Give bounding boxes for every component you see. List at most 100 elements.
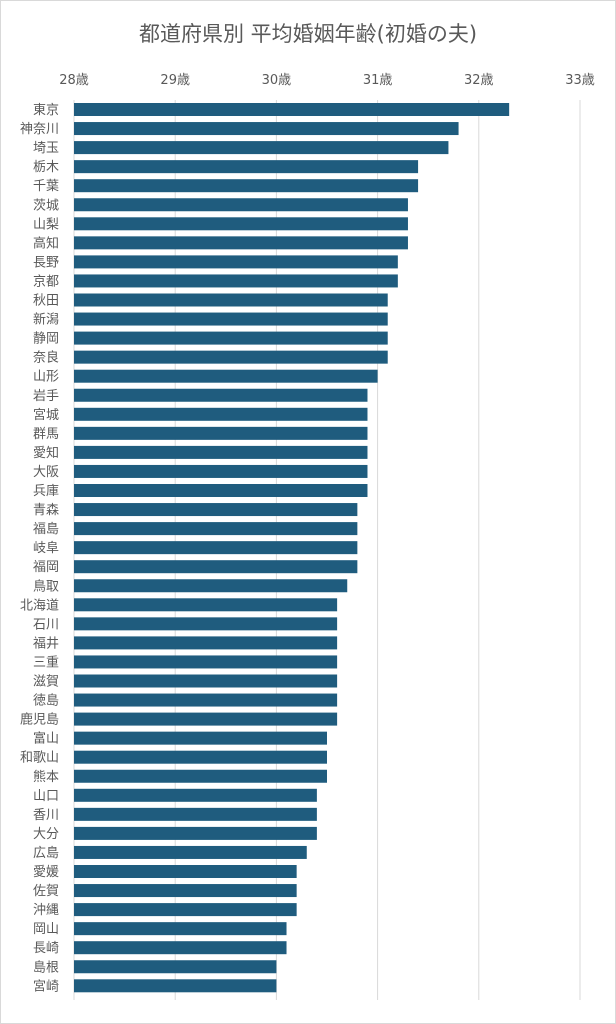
x-tick-label: 30歳 [262,73,292,88]
category-label: 和歌山 [20,751,59,766]
bar [74,541,358,555]
bar [74,274,398,288]
bar [74,617,338,631]
bar [74,312,388,326]
bar [74,960,277,974]
bar [74,236,408,250]
category-label: 愛知 [33,445,59,461]
category-label: 長崎 [33,941,59,956]
bar [74,503,358,517]
bar [74,122,459,136]
category-label: 大阪 [33,465,59,480]
bar [74,636,338,650]
bar [74,598,338,612]
bar [74,369,378,383]
bar [74,331,388,345]
x-tick-label: 31歳 [363,73,393,88]
category-label: 広島 [33,846,59,861]
bar [74,788,317,802]
bar [74,388,368,402]
x-tick-label: 32歳 [464,73,494,88]
category-label: 山形 [33,370,59,385]
category-label: 富山 [33,731,59,747]
bar [74,826,317,840]
category-label: 兵庫 [33,484,59,499]
category-label: 岡山 [33,922,59,937]
category-label: 岐阜 [33,540,59,556]
bar [74,979,277,993]
bar [74,179,419,193]
bar [74,160,419,174]
category-label: 沖縄 [33,903,59,918]
category-label: 福井 [33,636,59,651]
bar [74,141,449,155]
category-label: 北海道 [20,598,59,613]
category-label: 長野 [33,255,59,270]
bar [74,350,388,364]
x-tick-labels: 28歳 29歳 30歳 31歳 32歳 33歳 [59,73,595,88]
bar [74,426,368,440]
category-label: 埼玉 [33,141,59,156]
bar [74,731,327,745]
bar [74,693,338,707]
category-label: 香川 [33,808,59,823]
category-label: 滋賀 [33,675,59,690]
bar [74,865,297,878]
category-labels: 東京神奈川埼玉栃木千葉茨城山梨高知長野京都秋田新潟静岡奈良山形岩手宮城群馬愛知大… [20,102,59,994]
category-label: 佐賀 [33,884,59,899]
category-label: 宮崎 [33,978,59,994]
bar [74,655,338,669]
bar [74,522,358,536]
category-label: 石川 [33,617,59,632]
category-label: 福岡 [33,560,59,575]
category-label: 千葉 [33,179,59,194]
chart-title: 都道府県別 平均婚姻年齢(初婚の夫) [138,22,478,46]
category-label: 茨城 [33,198,59,213]
x-tick-label: 33歳 [565,73,595,88]
category-label: 岩手 [33,389,59,404]
category-label: 群馬 [33,427,59,442]
bar [74,217,408,231]
category-label: 愛媛 [33,865,59,880]
x-tick-label: 29歳 [160,73,190,88]
category-label: 奈良 [33,350,59,366]
bar [74,712,338,726]
category-label: 新潟 [33,312,59,328]
bar [74,922,287,936]
category-label: 静岡 [33,332,59,347]
category-label: 三重 [33,654,59,670]
category-label: 大分 [33,827,59,842]
bar [74,560,358,574]
bar [74,807,317,821]
category-label: 熊本 [33,769,59,785]
category-label: 青森 [33,503,59,518]
bar [74,103,510,116]
x-tick-label: 28歳 [59,73,89,88]
bar [74,674,338,688]
bar [74,293,388,307]
bar [74,255,398,269]
category-label: 山梨 [33,217,59,232]
category-label: 徳島 [33,694,59,709]
category-label: 東京 [33,102,59,118]
bar [74,750,327,764]
bar [74,941,287,955]
bar [74,464,368,478]
category-label: 鳥取 [33,579,59,594]
bar [74,445,368,459]
bar [74,579,348,593]
category-label: 鹿児島 [20,712,59,728]
bar [74,884,297,898]
category-label: 京都 [33,274,59,289]
bar [74,484,368,497]
category-label: 宮城 [33,407,59,423]
bar [74,407,368,421]
bars [74,103,510,993]
category-label: 島根 [33,960,59,975]
bar [74,198,408,212]
bar [74,769,327,783]
category-label: 神奈川 [20,122,59,137]
category-label: 栃木 [33,160,59,175]
category-label: 山口 [33,789,59,804]
